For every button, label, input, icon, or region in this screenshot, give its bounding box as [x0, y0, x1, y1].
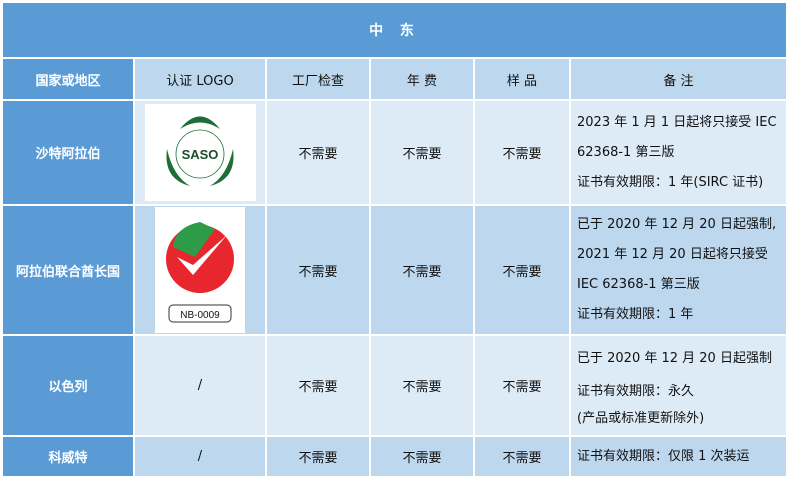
country-cell: 沙特阿拉伯: [1, 99, 135, 206]
header-fee: 年 费: [369, 57, 475, 101]
fee-cell: 不需要: [369, 99, 475, 206]
table-row: 阿拉伯联合酋长国 NB-0009 不需要 不需要 不需要 已于 2020 年 1…: [1, 204, 787, 336]
logo-cell: /: [133, 435, 267, 478]
country-cell: 以色列: [1, 334, 135, 437]
logo-cell: SASO: [133, 99, 267, 206]
note-line: 2021 年 12 月 20 日起将只接受: [577, 247, 768, 262]
note-line: 已于 2020 年 12 月 20 日起强制: [577, 350, 772, 366]
sample-cell: 不需要: [473, 204, 571, 336]
notes-cell: 证书有效期限：仅限 1 次装运: [569, 435, 787, 478]
note-line: 证书有效期限：1 年: [577, 307, 694, 322]
fee-cell: 不需要: [369, 334, 475, 437]
factory-cell: 不需要: [265, 204, 371, 336]
header-notes: 备 注: [569, 57, 787, 101]
table-row: 科威特 / 不需要 不需要 不需要 证书有效期限：仅限 1 次装运: [1, 435, 787, 478]
notes-cell: 已于 2020 年 12 月 20 日起强制, 2021 年 12 月 20 日起…: [569, 204, 787, 336]
table-row: 沙特阿拉伯 SASO 不需要 不需要 不需要 2023 年 1 月 1 日起将只…: [1, 99, 787, 206]
note-line: 62368-1 第三版: [577, 144, 675, 160]
note-line: 证书有效期限：仅限 1 次装运: [577, 448, 750, 464]
note-line: (产品或标准更新除外): [577, 410, 705, 426]
factory-cell: 不需要: [265, 334, 371, 437]
factory-cell: 不需要: [265, 99, 371, 206]
uae-logo: NB-0009: [155, 207, 245, 333]
saso-logo: SASO: [144, 104, 256, 201]
header-factory: 工厂检查: [265, 57, 371, 101]
notes-cell: 已于 2020 年 12 月 20 日起强制 证书有效期限：永久 (产品或标准更新除…: [569, 334, 787, 437]
factory-cell: 不需要: [265, 435, 371, 478]
table-row: 以色列 / 不需要 不需要 不需要 已于 2020 年 12 月 20 日起强制…: [1, 334, 787, 437]
logo-code: NB-0009: [180, 310, 220, 321]
note-line: 已于 2020 年 12 月 20 日起强制,: [577, 217, 777, 232]
header-country: 国家或地区: [1, 57, 135, 101]
sample-cell: 不需要: [473, 435, 571, 478]
fee-cell: 不需要: [369, 435, 475, 478]
table-title: 中 东: [1, 1, 787, 59]
header-logo: 认证 LOGO: [133, 57, 267, 101]
fee-cell: 不需要: [369, 204, 475, 336]
country-cell: 科威特: [1, 435, 135, 478]
notes-cell: 2023 年 1 月 1 日起将只接受 IEC 62368-1 第三版证书有效期限…: [569, 99, 787, 206]
logo-cell: /: [133, 334, 267, 437]
note-line: IEC 62368-1 第三版: [577, 277, 700, 292]
logo-cell: NB-0009: [133, 204, 267, 336]
svg-text:SASO: SASO: [181, 147, 218, 162]
note-line: 证书有效期限：1 年(SIRC 证书): [577, 174, 764, 190]
note-line: 2023 年 1 月 1 日起将只接受 IEC: [577, 114, 777, 130]
note-line: 证书有效期限：永久: [577, 383, 695, 399]
header-sample: 样 品: [473, 57, 571, 101]
country-cell: 阿拉伯联合酋长国: [1, 204, 135, 336]
sample-cell: 不需要: [473, 99, 571, 206]
sample-cell: 不需要: [473, 334, 571, 437]
header-row: 国家或地区 认证 LOGO 工厂检查 年 费 样 品 备 注: [1, 57, 787, 101]
